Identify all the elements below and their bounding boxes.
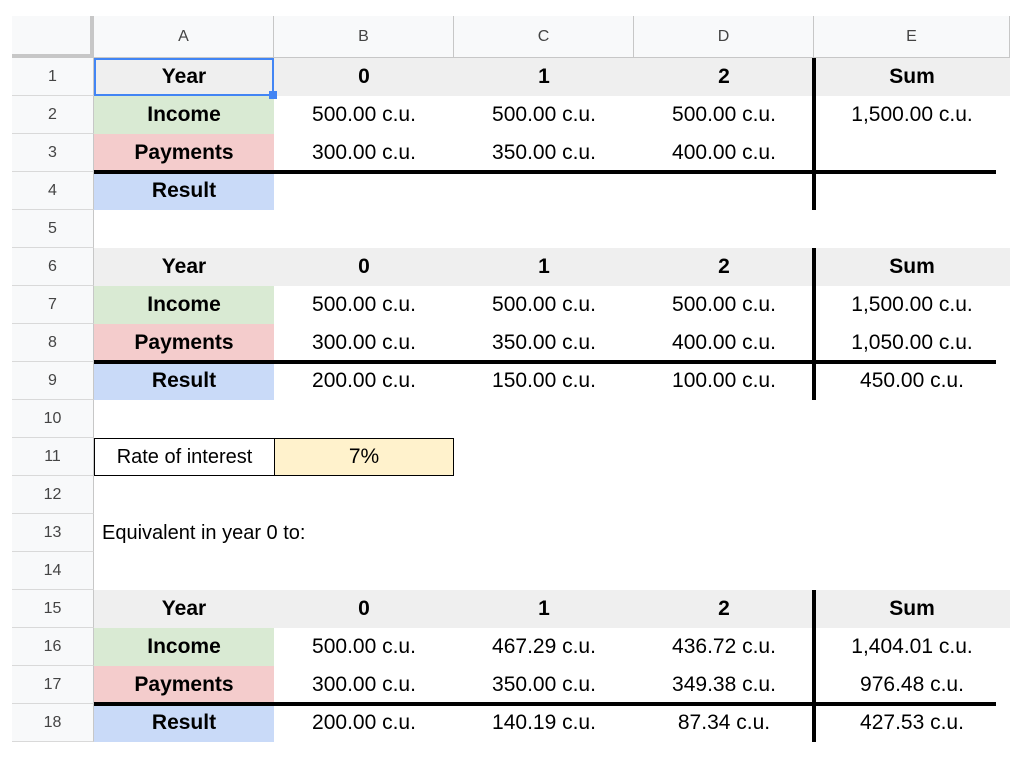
- row-header-9[interactable]: 9: [12, 362, 94, 400]
- table1-payments-cell-b[interactable]: 300.00 c.u.: [312, 141, 416, 164]
- table2-header-cell-c[interactable]: 1: [454, 248, 634, 286]
- table2-payments-cell-a[interactable]: Payments: [94, 324, 274, 362]
- table1-header-cell-c[interactable]: 1: [454, 58, 634, 96]
- table3-result-cell-e[interactable]: 427.53 c.u.: [860, 711, 964, 734]
- table2-header-cell-e[interactable]: Sum: [814, 248, 1010, 286]
- row-header-15[interactable]: 15: [12, 590, 94, 628]
- table1-income-cell-a[interactable]: Income: [94, 96, 274, 134]
- column-header-b[interactable]: B: [274, 16, 454, 58]
- column-header-a[interactable]: A: [94, 16, 274, 58]
- row-header-5[interactable]: 5: [12, 210, 94, 248]
- table3-income-cell-b[interactable]: 500.00 c.u.: [312, 635, 416, 658]
- table3-result-cell-c[interactable]: 140.19 c.u.: [492, 711, 596, 734]
- table1-header-cell-a[interactable]: Year: [94, 58, 274, 96]
- table1-payments-cell-a[interactable]: Payments: [94, 134, 274, 172]
- column-header-c[interactable]: C: [454, 16, 634, 58]
- table1-income-cell-b[interactable]: 500.00 c.u.: [312, 103, 416, 126]
- table2-result-cell-d[interactable]: 100.00 c.u.: [672, 369, 776, 392]
- table1-result-cell-e[interactable]: [814, 172, 1010, 210]
- table3-header-cell-d[interactable]: 2: [634, 590, 814, 628]
- table2-income-cell-b[interactable]: 500.00 c.u.: [312, 293, 416, 316]
- row-header-7[interactable]: 7: [12, 286, 94, 324]
- table1-sum-border: [812, 58, 816, 210]
- row-header-1[interactable]: 1: [12, 58, 94, 96]
- table2-income-cell-c[interactable]: 500.00 c.u.: [492, 293, 596, 316]
- table3-result-cell-b[interactable]: 200.00 c.u.: [312, 711, 416, 734]
- table2-result-border: [94, 360, 996, 364]
- table2-income-cell-d[interactable]: 500.00 c.u.: [672, 293, 776, 316]
- table2-result-cell-a[interactable]: Result: [94, 362, 274, 400]
- table3-result-cell-d[interactable]: 87.34 c.u.: [677, 711, 771, 734]
- table1-result-cell-a[interactable]: Result: [94, 172, 274, 210]
- table2-income-cell-a[interactable]: Income: [94, 286, 274, 324]
- table2-result-cell-b[interactable]: 200.00 c.u.: [312, 369, 416, 392]
- row-header-8[interactable]: 8: [12, 324, 94, 362]
- table1-payments-cell-e[interactable]: [814, 134, 1010, 172]
- table2-payments-cell-d[interactable]: 400.00 c.u.: [672, 331, 776, 354]
- table1-result-cell-c[interactable]: [454, 172, 634, 210]
- table1-header-cell-b[interactable]: 0: [274, 58, 454, 96]
- table3-header-cell-a[interactable]: Year: [94, 590, 274, 628]
- table1-result-cell-d[interactable]: [634, 172, 814, 210]
- table1-result-border: [94, 170, 996, 174]
- row-header-13[interactable]: 13: [12, 514, 94, 552]
- table3-payments-cell-a[interactable]: Payments: [94, 666, 274, 704]
- row-header-14[interactable]: 14: [12, 552, 94, 590]
- table3-header-cell-b[interactable]: 0: [274, 590, 454, 628]
- active-cell-selection: [94, 58, 274, 96]
- table2-payments-cell-b[interactable]: 300.00 c.u.: [312, 331, 416, 354]
- row-header-2[interactable]: 2: [12, 96, 94, 134]
- row-header-4[interactable]: 4: [12, 172, 94, 210]
- table1-header-cell-e[interactable]: Sum: [814, 58, 1010, 96]
- table2-header-cell-d[interactable]: 2: [634, 248, 814, 286]
- table2-income-cell-e[interactable]: 1,500.00 c.u.: [851, 293, 973, 316]
- table3-income-cell-a[interactable]: Income: [94, 628, 274, 666]
- table1-payments-cell-d[interactable]: 400.00 c.u.: [672, 141, 776, 164]
- table2-payments-cell-c[interactable]: 350.00 c.u.: [492, 331, 596, 354]
- fill-handle[interactable]: [269, 91, 277, 99]
- table2-header-cell-b[interactable]: 0: [274, 248, 454, 286]
- column-header-d[interactable]: D: [634, 16, 814, 58]
- row-header-3[interactable]: 3: [12, 134, 94, 172]
- table1-header-cell-d[interactable]: 2: [634, 58, 814, 96]
- table2-header-cell-a[interactable]: Year: [94, 248, 274, 286]
- table3-payments-cell-b[interactable]: 300.00 c.u.: [312, 673, 416, 696]
- row-header-16[interactable]: 16: [12, 628, 94, 666]
- table3-sum-border: [812, 590, 816, 742]
- table3-result-cell-a[interactable]: Result: [94, 704, 274, 742]
- table3-income-cell-d[interactable]: 436.72 c.u.: [672, 635, 776, 658]
- table3-income-cell-e[interactable]: 1,404.01 c.u.: [851, 635, 973, 658]
- equivalent-label[interactable]: Equivalent in year 0 to:: [102, 521, 306, 544]
- table3-result-border: [94, 702, 996, 706]
- row-header-11[interactable]: 11: [12, 438, 94, 476]
- row-header-6[interactable]: 6: [12, 248, 94, 286]
- table2-sum-border: [812, 248, 816, 400]
- rate-of-interest-input[interactable]: 7%: [274, 438, 454, 476]
- table1-income-cell-c[interactable]: 500.00 c.u.: [492, 103, 596, 126]
- table2-payments-cell-e[interactable]: 1,050.00 c.u.: [851, 331, 973, 354]
- select-all-corner[interactable]: [12, 16, 94, 58]
- table3-header-cell-c[interactable]: 1: [454, 590, 634, 628]
- table3-header-cell-e[interactable]: Sum: [814, 590, 1010, 628]
- row-header-17[interactable]: 17: [12, 666, 94, 704]
- table1-income-cell-d[interactable]: 500.00 c.u.: [672, 103, 776, 126]
- rate-of-interest-label[interactable]: Rate of interest: [94, 438, 274, 476]
- table3-payments-cell-c[interactable]: 350.00 c.u.: [492, 673, 596, 696]
- row-header-18[interactable]: 18: [12, 704, 94, 742]
- table2-result-cell-c[interactable]: 150.00 c.u.: [492, 369, 596, 392]
- table1-income-cell-e[interactable]: 1,500.00 c.u.: [851, 103, 973, 126]
- table3-income-cell-c[interactable]: 467.29 c.u.: [492, 635, 596, 658]
- table2-result-cell-e[interactable]: 450.00 c.u.: [860, 369, 964, 392]
- column-header-e[interactable]: E: [814, 16, 1010, 58]
- table3-payments-cell-d[interactable]: 349.38 c.u.: [672, 673, 776, 696]
- table1-payments-cell-c[interactable]: 350.00 c.u.: [492, 141, 596, 164]
- row-header-10[interactable]: 10: [12, 400, 94, 438]
- table1-result-cell-b[interactable]: [274, 172, 454, 210]
- table3-payments-cell-e[interactable]: 976.48 c.u.: [860, 673, 964, 696]
- row-header-12[interactable]: 12: [12, 476, 94, 514]
